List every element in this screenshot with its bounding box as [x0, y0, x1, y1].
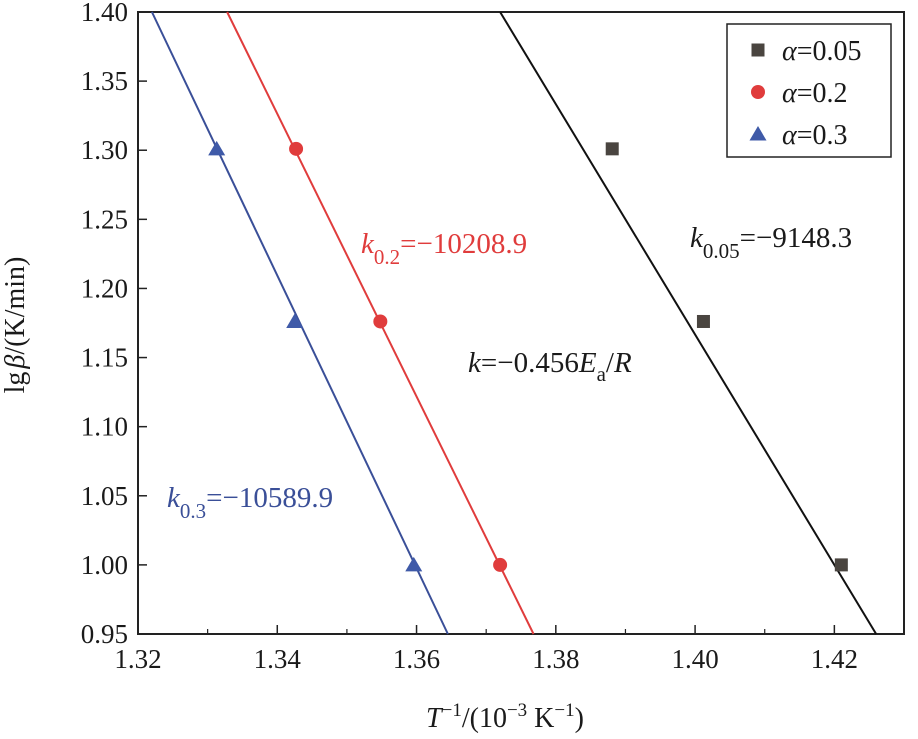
data-point-series-1	[493, 557, 508, 572]
legend-entry-alpha-005: α=0.05	[782, 36, 862, 67]
y-tick-label: 1.30	[81, 135, 128, 165]
x-tick-label: 1.32	[114, 644, 161, 674]
legend-marker-series-2	[749, 126, 767, 141]
y-tick-label: 0.95	[81, 619, 128, 649]
legend-markers	[749, 43, 767, 141]
data-point-series-2	[208, 140, 226, 156]
x-axis-title: T−1/(10−3 K−1)	[426, 700, 584, 734]
legend-marker-series-1	[751, 85, 765, 99]
slope-label-alpha-02: k0.2=−10208.9	[361, 228, 527, 269]
y-tick-label: 1.25	[81, 204, 128, 234]
y-axis-title: lgβ/(K/min)	[0, 257, 31, 394]
y-tick-label: 1.20	[81, 273, 128, 303]
x-axis-ticks: 1.32 1.34 1.36 1.38 1.40 1.42	[114, 625, 858, 674]
y-tick-label: 1.15	[81, 343, 128, 373]
data-point-series-2	[286, 313, 304, 328]
legend-entry-alpha-03: α=0.3	[782, 120, 848, 151]
data-point-series-1	[289, 141, 304, 156]
data-point-series-0	[696, 314, 710, 328]
plot-frame	[137, 11, 905, 635]
data-point-series-2	[405, 556, 423, 572]
slope-label-alpha-03: k0.3=−10589.9	[167, 482, 333, 523]
y-tick-label: 1.10	[81, 412, 128, 442]
fit-line-series-0	[499, 11, 878, 635]
legend-marker-series-0	[751, 43, 765, 57]
y-tick-label: 1.00	[81, 550, 128, 580]
slope-label-alpha-005: k0.05=−9148.3	[690, 222, 852, 263]
legend-entry-alpha-02: α=0.2	[782, 78, 848, 109]
data-point-series-1	[373, 314, 388, 329]
activation-energy-relation: k=−0.456Ea/R	[468, 347, 632, 386]
x-tick-label: 1.34	[254, 644, 302, 674]
y-tick-label: 1.35	[81, 66, 128, 96]
data-markers	[208, 140, 848, 572]
x-tick-label: 1.40	[671, 644, 718, 674]
x-tick-label: 1.42	[811, 644, 858, 674]
legend: α=0.05 α=0.2 α=0.3	[726, 23, 892, 158]
y-axis-ticks: 0.95 1.00 1.05 1.10 1.15 1.20 1.25 1.30 1.35 1.40	[81, 0, 147, 649]
x-tick-label: 1.36	[393, 644, 440, 674]
x-tick-label: 1.38	[532, 644, 579, 674]
data-point-series-0	[834, 558, 848, 572]
y-tick-label: 1.05	[81, 481, 128, 511]
y-tick-label: 1.40	[81, 0, 128, 27]
data-point-series-0	[605, 142, 619, 156]
